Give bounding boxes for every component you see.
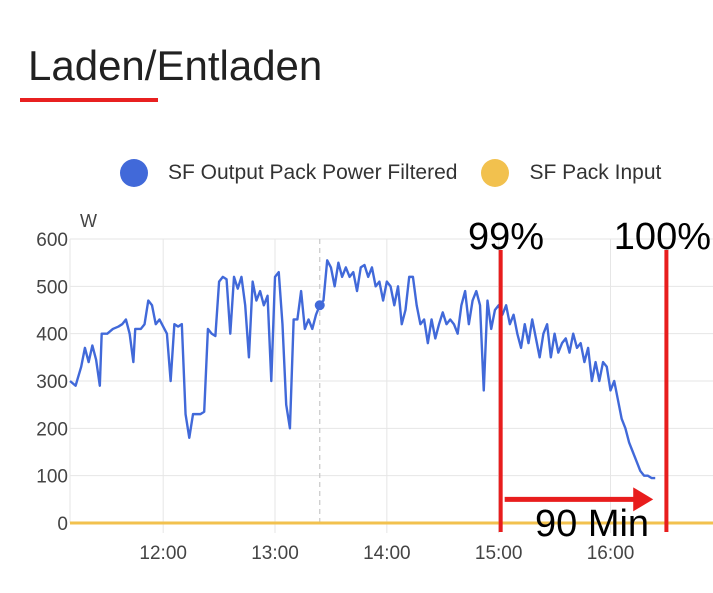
y-tick-label-4: 400 bbox=[36, 325, 68, 346]
x-tick-label-2: 14:00 bbox=[363, 543, 411, 564]
x-axis-ticks: 12:00 13:00 14:00 15:00 16:00 bbox=[139, 543, 634, 564]
legend-label-input: SF Pack Input bbox=[529, 161, 662, 184]
x-tick-label-1: 13:00 bbox=[251, 543, 299, 564]
x-tick-label-0: 12:00 bbox=[139, 543, 187, 564]
hover-point bbox=[314, 300, 325, 311]
chart-legend: SF Output Pack Power Filtered SF Pack In… bbox=[120, 159, 685, 187]
y-tick-label-2: 200 bbox=[36, 419, 68, 440]
y-axis-ticks: 0 100 200 300 400 500 600 bbox=[36, 230, 68, 535]
y-tick-label-3: 300 bbox=[36, 372, 68, 393]
y-axis-unit: W bbox=[80, 211, 97, 231]
annotation-label-99: 99% bbox=[468, 216, 544, 258]
series-line-output-power bbox=[69, 259, 656, 480]
x-tick-label-3: 15:00 bbox=[475, 543, 523, 564]
card-title: Laden/Entladen bbox=[28, 42, 323, 89]
duration-label: 90 Min bbox=[535, 503, 649, 545]
y-tick-label-5: 500 bbox=[36, 277, 68, 298]
title-underline bbox=[20, 98, 158, 102]
x-tick-label-4: 16:00 bbox=[587, 543, 635, 564]
legend-dot-output bbox=[120, 159, 148, 187]
annotation-label-100: 100% bbox=[614, 216, 711, 258]
y-tick-label-1: 100 bbox=[36, 467, 68, 488]
chart-series bbox=[69, 259, 713, 525]
y-tick-label-6: 600 bbox=[36, 230, 68, 251]
legend-dot-input bbox=[481, 159, 510, 187]
chart-annotations: 99% 100% 90 Min bbox=[468, 216, 711, 545]
legend-item-input[interactable]: SF Pack Input bbox=[481, 159, 661, 187]
duration-arrow-head bbox=[633, 487, 654, 512]
y-tick-label-0: 0 bbox=[57, 514, 68, 535]
legend-label-output: SF Output Pack Power Filtered bbox=[168, 161, 458, 184]
legend-item-output[interactable]: SF Output Pack Power Filtered bbox=[120, 159, 457, 187]
chart-grid bbox=[69, 238, 713, 533]
